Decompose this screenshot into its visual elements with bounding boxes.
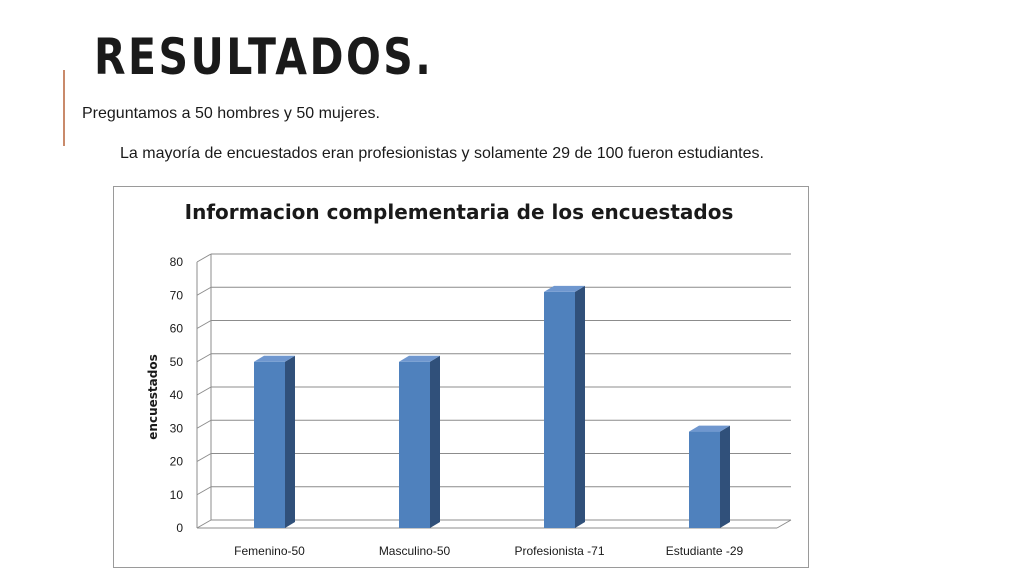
bar — [544, 285, 585, 528]
x-category-labels: Femenino-50 Masculino-50 Profesionista -71… — [234, 544, 743, 558]
slide-body-text: La mayoría de encuestados eran profesion… — [120, 145, 764, 162]
bar-side — [285, 355, 295, 528]
bar-front — [399, 361, 430, 528]
x-category-label: Masculino-50 — [379, 544, 451, 558]
gridline-depth — [196, 286, 212, 296]
bar-top — [544, 285, 585, 292]
bar-top — [399, 355, 440, 362]
y-tick-label: 30 — [170, 421, 184, 435]
gridline-depth — [196, 486, 212, 496]
y-tick-label: 60 — [170, 322, 184, 336]
gridline-depth — [196, 320, 212, 329]
y-tick-label: 70 — [170, 288, 184, 302]
chart-frame: Informacion complementaria de los encues… — [113, 186, 809, 568]
bar-chart: Informacion complementaria de los encues… — [146, 200, 792, 558]
bar-front — [689, 431, 720, 528]
bar-side — [430, 355, 440, 528]
bar-side — [720, 425, 730, 528]
bar — [399, 355, 440, 528]
gridline-depth — [196, 386, 212, 396]
y-tick-labels: 0 10 20 30 40 50 60 70 80 — [170, 255, 184, 535]
y-tick-label: 50 — [170, 355, 184, 369]
y-axis-title: encuestados — [146, 354, 160, 439]
slide-title: RESULTADOS. — [94, 28, 434, 86]
y-tick-label: 80 — [170, 255, 184, 269]
gridline-depth — [196, 253, 212, 263]
floor-right-edge — [776, 519, 792, 529]
bar-top — [689, 425, 730, 432]
gridline-depth — [196, 453, 212, 462]
gridline-depth — [196, 519, 212, 529]
y-tick-label: 20 — [170, 455, 184, 469]
bars — [254, 285, 730, 528]
chart-title: Informacion complementaria de los encues… — [185, 200, 734, 224]
y-tick-label: 0 — [176, 521, 183, 535]
x-category-label: Profesionista -71 — [514, 544, 604, 558]
y-tick-label: 40 — [170, 388, 184, 402]
gridline-depth — [196, 419, 212, 429]
bar-front — [544, 291, 575, 528]
bar-front — [254, 361, 285, 528]
bar-side — [575, 285, 585, 528]
gridlines — [196, 253, 792, 529]
bar — [689, 425, 730, 528]
slide-subtitle: Preguntamos a 50 hombres y 50 mujeres. — [82, 105, 380, 122]
x-category-label: Estudiante -29 — [666, 544, 744, 558]
accent-line — [63, 70, 65, 146]
x-category-label: Femenino-50 — [234, 544, 305, 558]
bar-top — [254, 355, 295, 362]
bar — [254, 355, 295, 528]
y-tick-label: 10 — [170, 488, 184, 502]
gridline-depth — [196, 353, 212, 363]
